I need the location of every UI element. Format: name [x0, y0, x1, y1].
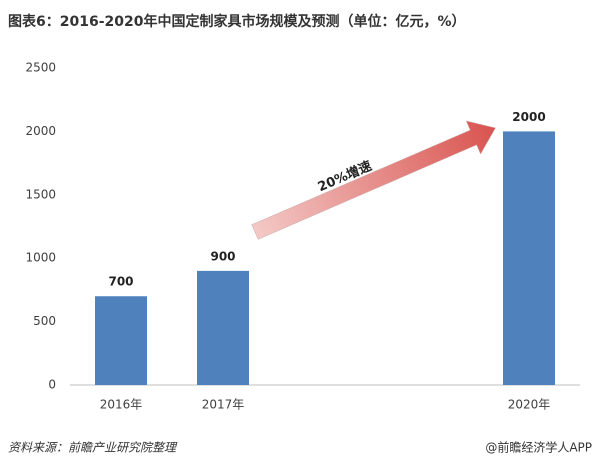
y-tick-label: 1000 — [25, 251, 56, 265]
bar — [503, 131, 555, 385]
y-tick-label: 500 — [33, 314, 56, 328]
x-tick-label: 2020年 — [508, 398, 551, 412]
y-tick-label: 0 — [48, 378, 56, 392]
bar — [95, 296, 147, 385]
credit: @前瞻经济学人APP — [485, 440, 592, 455]
value-label: 700 — [108, 275, 133, 289]
value-label: 900 — [210, 249, 235, 263]
trend-arrow — [251, 120, 496, 240]
y-tick-label: 2000 — [25, 124, 56, 138]
y-tick-label: 1500 — [25, 187, 56, 201]
x-tick-label: 2017年 — [202, 398, 245, 412]
x-tick-label: 2016年 — [100, 398, 143, 412]
chart-title: 图表6：2016-2020年中国定制家具市场规模及预测（单位：亿元，%） — [8, 13, 466, 30]
y-tick-label: 2500 — [25, 61, 56, 75]
bar — [197, 270, 249, 385]
value-label: 2000 — [512, 110, 545, 124]
source-note: 资料来源：前瞻产业研究院整理 — [8, 441, 178, 455]
